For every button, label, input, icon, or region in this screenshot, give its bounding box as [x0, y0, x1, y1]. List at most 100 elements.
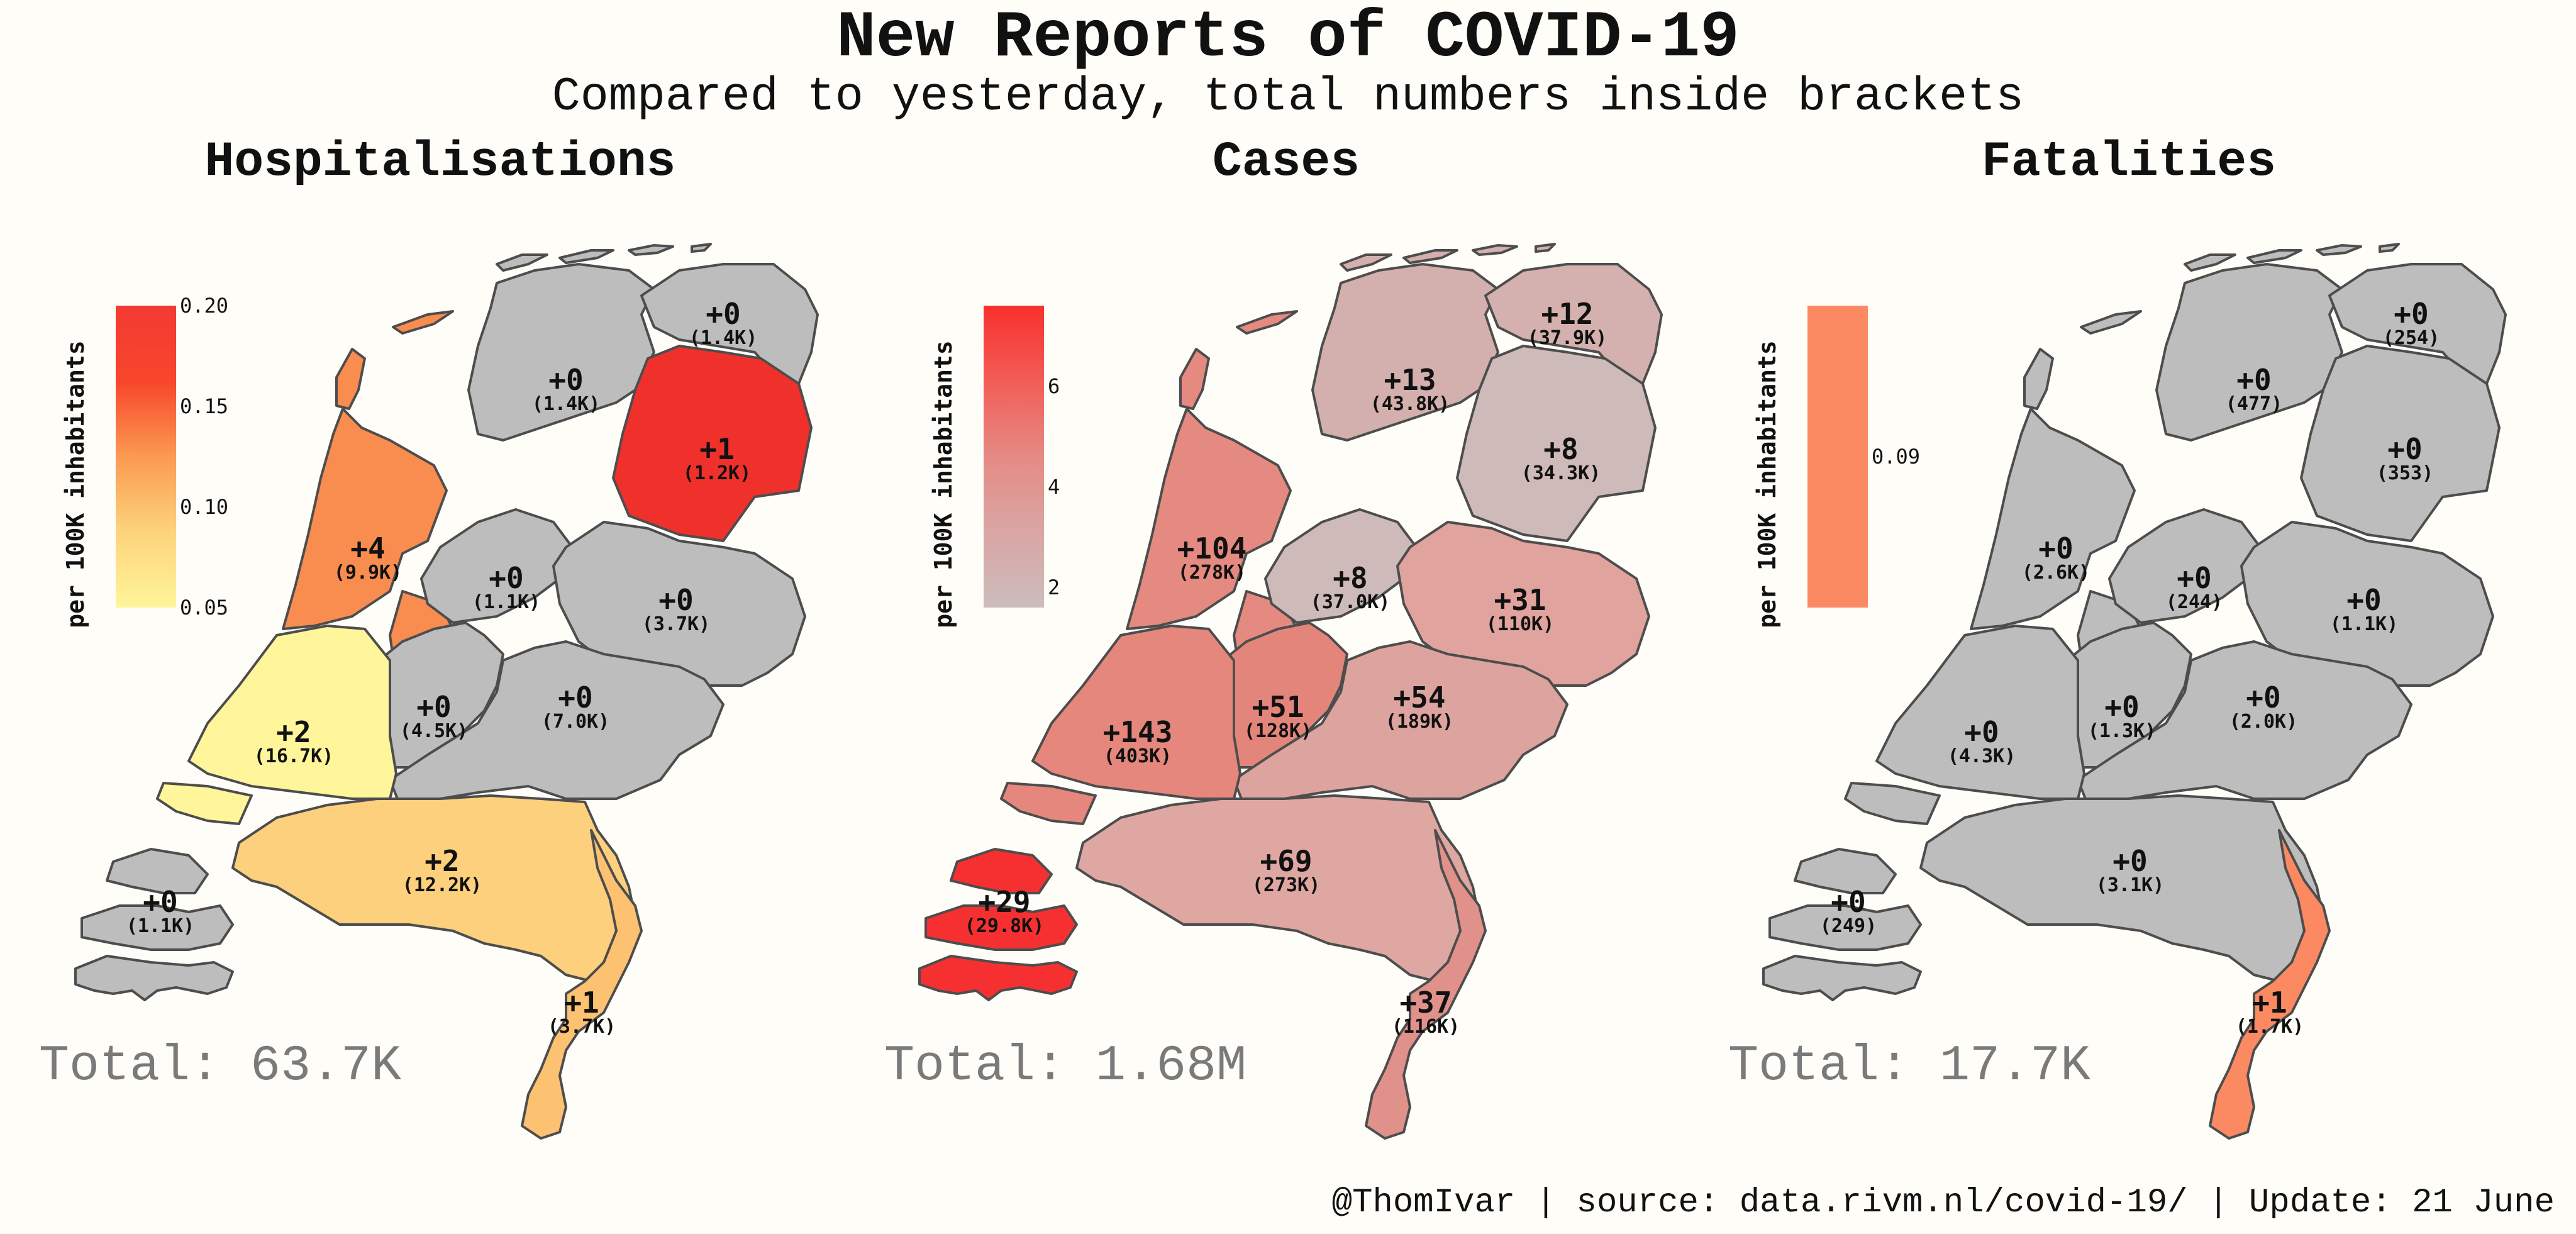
label-total-drenthe: (1.2K) [683, 462, 751, 484]
region-gelderland [1233, 640, 1568, 813]
label-new-zuid-holland: +143 [1103, 715, 1173, 749]
region-noord-holland [1179, 348, 1210, 410]
panel-title-fatalities: Fatalities [1981, 135, 2277, 190]
label-total-zeeland: (1.1K) [126, 915, 194, 937]
label-total-flevoland: (37.0K) [1311, 591, 1390, 613]
region-flevoland [2108, 508, 2262, 624]
footer-credits: @ThomIvar | source: data.rivm.nl/covid-1… [1331, 1184, 2555, 1222]
region-gelderland [389, 640, 724, 813]
label-total-utrecht: (1.3K) [2088, 720, 2156, 742]
chart-subtitle: Compared to yesterday, total numbers ins… [552, 70, 2024, 124]
region-groningen [691, 243, 712, 253]
legend-tick-label: 6 [1048, 374, 1060, 398]
region-zeeland [1768, 904, 1922, 951]
label-total-zuid-holland: (4.3K) [1948, 745, 2016, 767]
region-zuid-holland [1000, 782, 1097, 825]
label-total-groningen: (254) [2383, 327, 2440, 349]
region-friesland [1311, 263, 1499, 442]
legend-fatalities: per 100K inhabitants 0.09 [1748, 296, 1950, 673]
label-new-zuid-holland: +2 [276, 715, 311, 749]
region-friesland [2316, 244, 2362, 256]
panel-title-cases: Cases [1212, 135, 1360, 190]
region-zeeland [74, 955, 234, 1001]
region-groningen [2328, 263, 2507, 385]
legend-tick-label: 2 [1048, 575, 1060, 599]
label-total-limburg: (3.7K) [548, 1016, 616, 1038]
label-total-noord-brabant: (3.1K) [2096, 874, 2164, 896]
region-overijssel [552, 521, 806, 687]
region-noord-holland [1970, 408, 2136, 630]
label-total-utrecht: (4.5K) [400, 720, 468, 742]
legend-tick-label: 0.09 [1872, 445, 1921, 469]
label-total-noord-holland: (9.9K) [334, 562, 402, 584]
region-flevoland [420, 508, 574, 624]
label-new-drenthe: +0 [2387, 432, 2422, 466]
label-total-friesland: (477) [2226, 393, 2282, 415]
region-limburg [1365, 829, 1487, 1140]
label-total-overijssel: (110K) [1486, 613, 1554, 635]
label-new-groningen: +12 [1541, 297, 1593, 331]
label-new-groningen: +0 [2394, 297, 2428, 331]
region-flevoland [1264, 508, 1418, 624]
region-friesland [628, 244, 674, 256]
label-total-flevoland: (244) [2166, 591, 2223, 613]
label-new-overijssel: +0 [2346, 583, 2381, 617]
region-friesland [558, 249, 614, 264]
region-friesland [1472, 244, 1518, 256]
label-total-zeeland: (249) [1820, 915, 1877, 937]
label-total-limburg: (1.7K) [2236, 1016, 2304, 1038]
label-total-noord-holland: (2.6K) [2022, 562, 2090, 584]
region-zeeland [106, 848, 209, 894]
region-zeeland [950, 848, 1053, 894]
label-new-zeeland: +0 [143, 885, 177, 919]
label-new-limburg: +1 [564, 986, 599, 1020]
label-total-groningen: (37.9K) [1528, 327, 1607, 349]
region-zuid-holland [1844, 782, 1941, 825]
region-friesland [1340, 253, 1392, 272]
label-new-flevoland: +0 [489, 561, 523, 595]
legend-axis-title-text: per 100K inhabitants [1753, 340, 1781, 628]
label-new-zeeland: +29 [978, 885, 1030, 919]
region-groningen [1535, 243, 1556, 253]
region-friesland [2184, 253, 2236, 272]
legend-tick-label: 0.10 [180, 495, 229, 519]
region-groningen [1484, 263, 1663, 385]
region-noord-holland [2080, 310, 2142, 335]
region-zeeland [80, 904, 234, 951]
label-new-overijssel: +31 [1494, 583, 1546, 617]
label-new-friesland: +0 [548, 363, 583, 397]
label-new-overijssel: +0 [658, 583, 693, 617]
label-new-noord-holland: +104 [1177, 531, 1247, 565]
legend-axis-title: per 100K inhabitants [1748, 296, 1786, 673]
label-new-noord-brabant: +2 [425, 844, 459, 878]
label-total-utrecht: (128K) [1244, 720, 1312, 742]
label-total-overijssel: (1.1K) [2330, 613, 2398, 635]
map-fatalities: +0(2.6K)+0(477)+0(254)+0(353)+0(244) +0(1… [1762, 243, 2507, 1140]
region-noord-holland [1126, 408, 1292, 630]
map-cases: +104(278K)+13(43.8K)+12(37.9K)+8(34.3K)+… [918, 243, 1663, 1140]
label-total-noord-brabant: (12.2K) [402, 874, 482, 896]
region-groningen [2379, 243, 2400, 253]
region-overijssel [2240, 521, 2494, 687]
region-drenthe [2300, 345, 2501, 542]
label-total-friesland: (43.8K) [1370, 393, 1450, 415]
region-noord-holland [392, 310, 454, 335]
map-hospitalisations: +4(9.9K)+0(1.4K)+0(1.4K)+1(1.2K)+0(1.1K)… [74, 243, 819, 1140]
label-new-utrecht: +0 [2104, 690, 2139, 724]
region-zeeland [918, 955, 1078, 1001]
region-friesland [496, 253, 548, 272]
region-gelderland [2077, 640, 2412, 813]
label-total-zuid-holland: (16.7K) [254, 745, 333, 767]
region-noord-holland [282, 408, 448, 630]
label-new-flevoland: +8 [1333, 561, 1367, 595]
legend-axis-title: per 100K inhabitants [57, 296, 94, 673]
label-new-utrecht: +51 [1252, 690, 1304, 724]
label-new-limburg: +37 [1399, 986, 1452, 1020]
label-new-utrecht: +0 [416, 690, 451, 724]
region-friesland [467, 263, 655, 442]
region-drenthe [612, 345, 813, 542]
region-friesland [2155, 263, 2343, 442]
label-total-zuid-holland: (403K) [1104, 745, 1172, 767]
label-total-noord-holland: (278K) [1178, 562, 1246, 584]
